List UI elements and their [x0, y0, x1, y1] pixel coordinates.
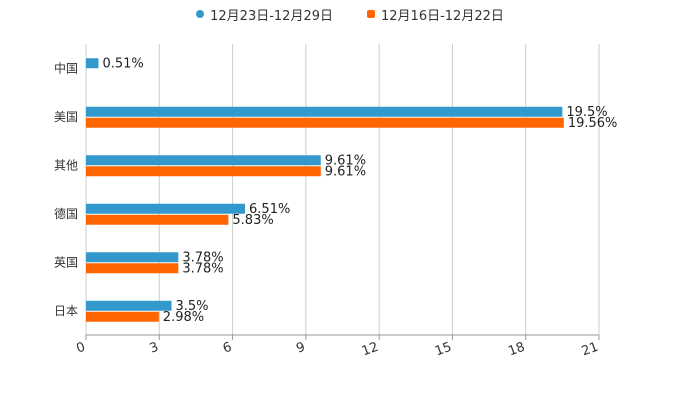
data-label-series-1: 19.5% [566, 105, 607, 120]
bar-series-1[interactable] [86, 58, 99, 69]
data-label-series-2: 19.56% [568, 116, 618, 131]
y-category-label: 中国 [54, 60, 78, 75]
bar-series-1[interactable] [86, 106, 563, 117]
y-category-label: 日本 [54, 304, 78, 318]
x-tick-label: 0 [74, 340, 87, 357]
legend-item-series-2[interactable]: 12月16日-12月22日 [367, 5, 504, 24]
data-label-series-1: 6.51% [249, 202, 290, 217]
chart-legend: 12月23日-12月29日 12月16日-12月22日 [0, 5, 700, 24]
bar-series-2[interactable] [86, 117, 564, 128]
bar-series-2[interactable] [86, 166, 321, 177]
y-category-label: 美国 [54, 110, 78, 124]
bar-series-2[interactable] [86, 263, 179, 274]
data-label-series-2: 2.98% [163, 310, 204, 325]
data-label-series-2: 3.78% [182, 261, 223, 276]
bar-series-1[interactable] [86, 252, 179, 263]
x-tick-label: 15 [433, 340, 454, 360]
y-category-label: 德国 [54, 206, 78, 221]
bar-series-1[interactable] [86, 203, 246, 214]
x-tick-label: 21 [580, 340, 601, 360]
x-tick-label: 3 [148, 340, 161, 357]
data-label-series-1: 0.51% [102, 56, 143, 71]
bar-series-2[interactable] [86, 214, 229, 225]
legend-marker-series-2 [367, 10, 375, 18]
x-tick-label: 9 [294, 340, 307, 357]
data-label-series-2: 9.61% [325, 164, 366, 179]
data-label-series-1: 9.61% [325, 153, 366, 168]
bar-series-1[interactable] [86, 155, 321, 166]
bar-series-1[interactable] [86, 300, 172, 311]
y-category-label: 其他 [54, 158, 78, 172]
x-tick-label: 12 [360, 340, 381, 360]
data-label-series-2: 5.83% [232, 213, 273, 228]
x-tick-label: 6 [221, 340, 234, 357]
legend-marker-series-1 [196, 10, 205, 18]
x-tick-label: 18 [506, 340, 527, 360]
data-label-series-1: 3.78% [182, 250, 223, 265]
y-category-label: 英国 [54, 255, 78, 269]
bar-series-2[interactable] [86, 311, 159, 322]
legend-item-series-1[interactable]: 12月23日-12月29日 [196, 5, 333, 24]
legend-label-series-1: 12月23日-12月29日 [210, 8, 333, 24]
data-label-series-1: 3.5% [176, 299, 209, 314]
legend-label-series-2: 12月16日-12月22日 [381, 8, 504, 24]
